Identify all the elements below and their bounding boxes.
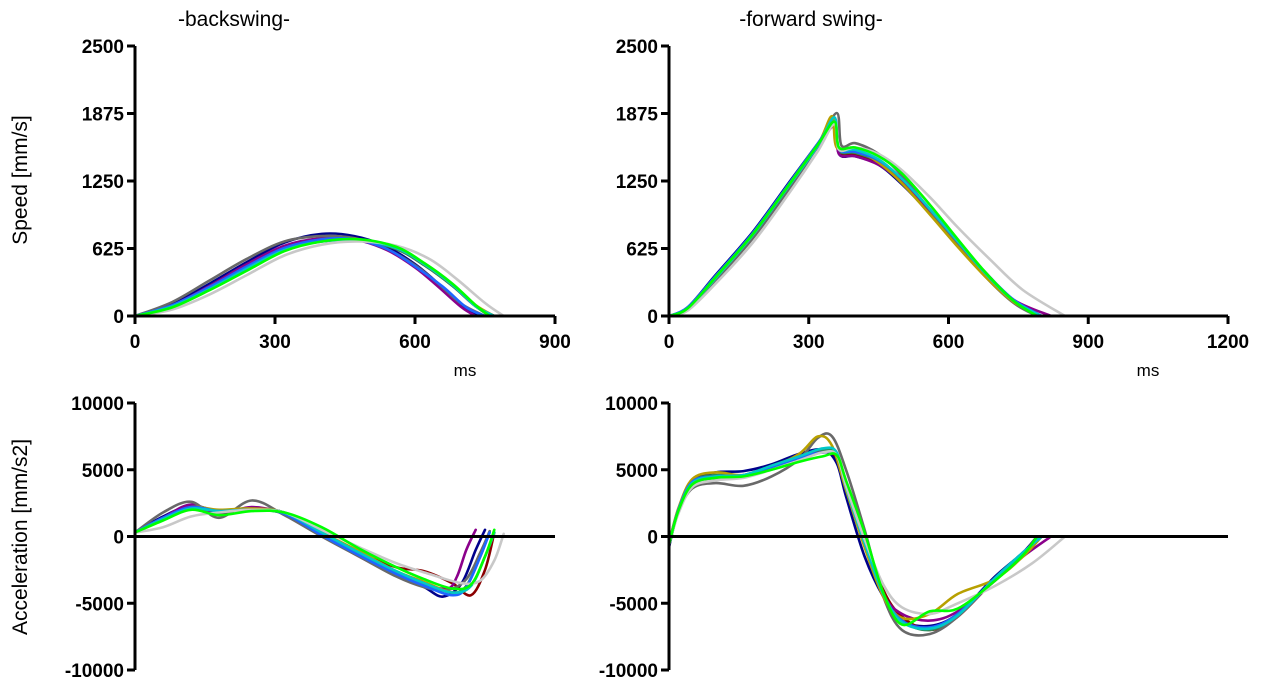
forward-speed-x-tick-label: 900 xyxy=(1072,332,1104,353)
forward-speed-y-tick-label: 1875 xyxy=(616,105,659,126)
backswing-speed-series-line-7 xyxy=(133,236,487,318)
forward-speed-x-tick-label: 0 xyxy=(664,332,675,353)
forward-accel-y-tick-label: 5000 xyxy=(616,461,658,482)
backswing-speed-y-tick-label: 625 xyxy=(92,240,124,261)
forward-speed-x-tick-label: 1200 xyxy=(1207,332,1249,353)
backswing-speed-x-tick-label: 600 xyxy=(399,332,431,353)
forward-speed-y-tick-label: 1250 xyxy=(616,172,658,193)
backswing-accel-series-line-7 xyxy=(133,505,491,597)
forward-speed-x-tick-label: 600 xyxy=(933,332,965,353)
acceleration-ylabel: Acceleration [mm/s2] xyxy=(9,439,32,635)
forward-accel-y-tick-label: -10000 xyxy=(599,661,658,682)
backswing-accel-y-tick-label: -5000 xyxy=(75,594,124,615)
backswing-speed-xlabel: ms xyxy=(454,361,477,380)
forward-accel-y-tick-label: -5000 xyxy=(609,594,658,615)
speed-ylabel: Speed [mm/s] xyxy=(9,115,32,245)
backswing-accel-series-line-3 xyxy=(133,506,491,594)
forward-accel-series-line-5 xyxy=(667,432,1039,637)
backswing-speed-series-line-9 xyxy=(133,240,505,318)
forward-accel-series-line-6 xyxy=(667,434,1043,621)
forward-speed-series-line-10 xyxy=(667,120,1039,318)
forward-speed-xlabel: ms xyxy=(1137,361,1160,380)
forward-accel-panel: -10000 -5000 0 5000 10000 xyxy=(599,394,1228,682)
backswing-accel-panel: Acceleration [mm/s2] -10000 -5000 0 5000 100… xyxy=(9,394,555,682)
forward-speed-panel: -forward swing- ms 0 625 1250 1875 2500 0 300 6… xyxy=(616,8,1249,380)
backswing-accel-y-tick-label: 5000 xyxy=(82,461,124,482)
forward-speed-series-line-2 xyxy=(667,124,1043,318)
backswing-accel-series-line-9 xyxy=(133,508,505,586)
forward-speed-y-tick-label: 0 xyxy=(647,307,658,328)
backswing-title: -backswing- xyxy=(178,8,290,31)
backswing-accel-series-line-2 xyxy=(133,505,496,597)
backswing-speed-y-tick-label: 0 xyxy=(113,307,124,328)
forward-speed-series-line-6 xyxy=(667,114,1043,318)
forward-speed-y-tick-label: 625 xyxy=(626,240,658,261)
forward-speed-series-line-5 xyxy=(667,111,1039,318)
backswing-speed-panel: -backswing- ms Speed [mm/s] 0 625 1250 1875… xyxy=(9,8,571,380)
backswing-accel-series-line-8 xyxy=(133,506,496,594)
backswing-accel-y-tick-label: -10000 xyxy=(65,661,124,682)
backswing-speed-x-tick-label: 900 xyxy=(539,332,571,353)
backswing-accel-y-tick-label: 10000 xyxy=(71,394,124,415)
backswing-speed-y-tick-label: 2500 xyxy=(82,37,124,58)
forward-accel-y-tick-label: 0 xyxy=(647,528,658,549)
forward-accel-series-line-8 xyxy=(667,446,1043,631)
backswing-speed-series-line-10 xyxy=(133,237,491,318)
backswing-speed-x-tick-label: 300 xyxy=(259,332,291,353)
backswing-speed-x-tick-label: 0 xyxy=(130,332,141,353)
forward-speed-y-tick-label: 2500 xyxy=(616,37,658,58)
forward-swing-title: -forward swing- xyxy=(739,8,883,31)
backswing-speed-y-tick-label: 1250 xyxy=(82,172,124,193)
forward-speed-x-tick-label: 300 xyxy=(793,332,825,353)
backswing-speed-y-tick-label: 1875 xyxy=(82,105,125,126)
backswing-accel-series-line-6 xyxy=(133,505,496,595)
backswing-accel-y-tick-label: 0 xyxy=(113,528,124,549)
forward-accel-y-tick-label: 10000 xyxy=(605,394,658,415)
forward-accel-series-line-10 xyxy=(667,452,1039,627)
